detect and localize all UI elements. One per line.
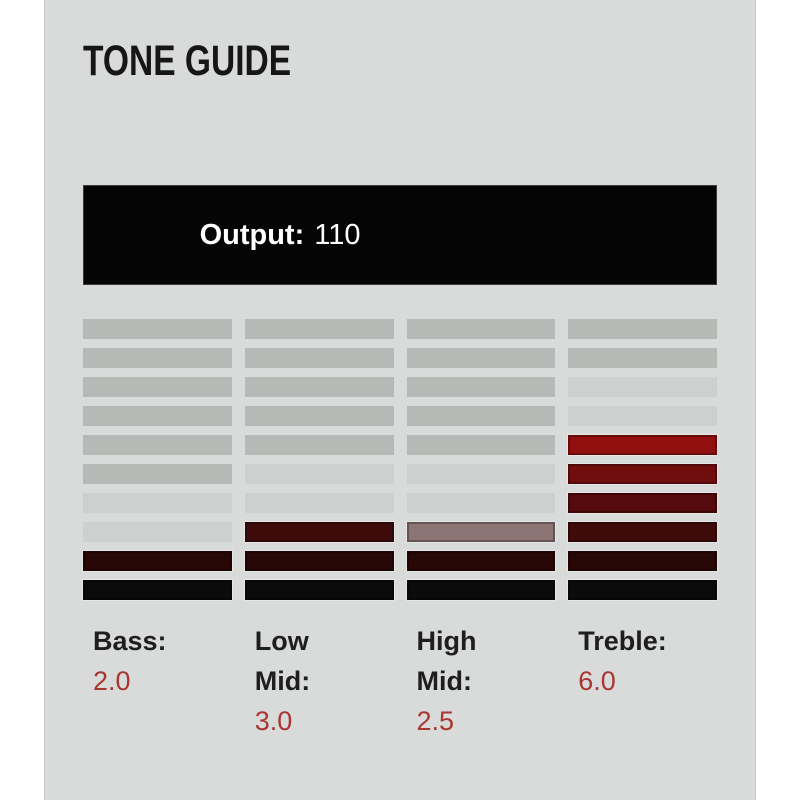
meter-segment	[244, 406, 394, 426]
meter-segment-lit	[568, 522, 717, 542]
meter-segment-lit	[568, 464, 717, 484]
meter-grid	[83, 319, 717, 600]
meter-segment	[83, 435, 232, 455]
meter-segment-lit	[406, 551, 556, 571]
meter-labels-row: Bass: 2.0 Low Mid: 3.0 High Mid: 2.5 Tre…	[83, 621, 717, 741]
meter-value: 2.0	[93, 666, 131, 696]
output-text: Output: 110	[119, 186, 361, 285]
meter-segment	[83, 522, 232, 542]
meter-segment	[406, 377, 556, 397]
meter-value: 3.0	[254, 706, 293, 736]
meter-segment-lit	[244, 551, 394, 571]
label-block-low-mid: Low Mid: 3.0	[245, 621, 394, 741]
meter-segment	[244, 435, 394, 455]
meter-segment	[83, 493, 232, 513]
meter-segment	[83, 406, 232, 426]
meter-column-low-mid	[244, 319, 394, 600]
panel-content: TONE GUIDE Output: 110 Bass: 2.0 Low Mid:…	[45, 40, 755, 741]
output-label: Output:	[199, 218, 305, 251]
meter-segment	[568, 377, 717, 397]
meter-segment	[568, 406, 717, 426]
meter-segment	[244, 464, 394, 484]
meter-segment	[568, 348, 717, 368]
meter-segment-lit	[568, 551, 717, 571]
meter-segment	[244, 493, 394, 513]
tone-guide-panel: TONE GUIDE Output: 110 Bass: 2.0 Low Mid:…	[44, 0, 756, 800]
meter-segment-lit	[83, 551, 232, 571]
meter-segment	[244, 377, 394, 397]
meter-segment-lit	[568, 580, 717, 600]
meter-segment-lit	[244, 522, 394, 542]
meter-segment	[406, 348, 556, 368]
meter-value: 2.5	[416, 706, 455, 736]
meter-segment-lit	[244, 580, 394, 600]
meter-segment-lit	[568, 435, 717, 455]
meter-value: 6.0	[578, 666, 616, 696]
meter-segment	[406, 319, 556, 339]
meter-segment-lit	[568, 493, 717, 513]
meter-segment	[244, 348, 394, 368]
meter-segment	[83, 348, 232, 368]
meter-segment-lit	[406, 522, 556, 542]
meter-segment	[406, 406, 556, 426]
output-value: 110	[314, 218, 361, 251]
meter-label: Low Mid:	[254, 626, 311, 696]
meter-segment	[83, 319, 232, 339]
page-title: TONE GUIDE	[83, 37, 292, 85]
meter-segment	[406, 435, 556, 455]
meter-segment-lit	[83, 580, 232, 600]
meter-label: Treble:	[578, 626, 667, 656]
meter-segment	[244, 319, 394, 339]
meter-column-treble	[568, 319, 717, 600]
meter-column-bass	[83, 319, 232, 600]
output-display: Output: 110	[83, 185, 717, 285]
meter-label: High Mid:	[416, 626, 477, 696]
meter-label: Bass:	[93, 626, 167, 656]
meter-segment	[406, 493, 556, 513]
label-block-high-mid: High Mid: 2.5	[407, 621, 556, 741]
meter-segment	[83, 464, 232, 484]
meter-column-high-mid	[406, 319, 556, 600]
meter-segment	[568, 319, 717, 339]
meter-segment-lit	[406, 580, 556, 600]
label-block-bass: Bass: 2.0	[83, 621, 232, 741]
meter-segment	[406, 464, 556, 484]
label-block-treble: Treble: 6.0	[568, 621, 717, 741]
meter-segment	[83, 377, 232, 397]
